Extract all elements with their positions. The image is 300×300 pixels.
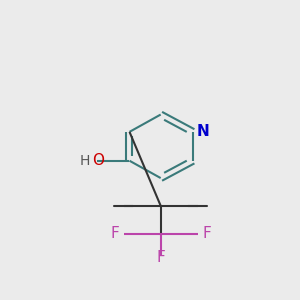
Text: H: H bbox=[79, 154, 90, 168]
Text: N: N bbox=[197, 124, 210, 140]
Text: F: F bbox=[202, 226, 211, 241]
Text: F: F bbox=[156, 250, 165, 265]
Text: F: F bbox=[110, 226, 119, 241]
Text: O: O bbox=[92, 153, 104, 168]
